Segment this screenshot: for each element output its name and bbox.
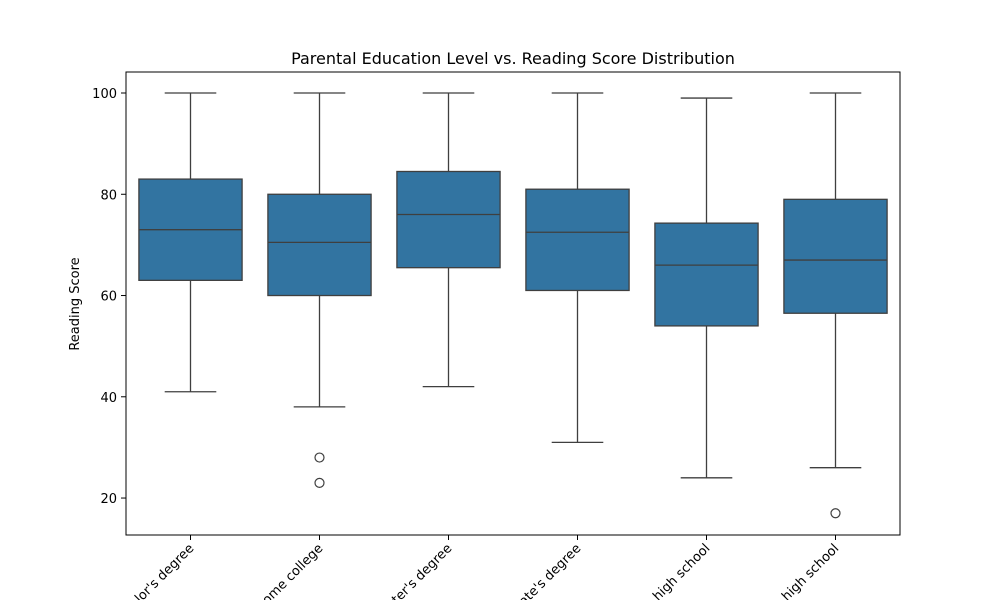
box xyxy=(396,170,501,269)
box xyxy=(525,188,630,292)
outlier xyxy=(830,508,841,519)
box xyxy=(654,222,759,327)
y-tick-label: 20 xyxy=(100,492,117,507)
y-axis-label: Reading Score xyxy=(68,257,83,350)
outlier xyxy=(314,452,325,463)
box xyxy=(267,193,372,297)
y-tick-label: 40 xyxy=(100,391,117,406)
chart-title: Parental Education Level vs. Reading Sco… xyxy=(291,49,735,68)
y-tick-label: 60 xyxy=(100,290,117,305)
y-tick-label: 100 xyxy=(92,87,117,102)
y-tick-label: 80 xyxy=(100,188,117,203)
plot-frame xyxy=(125,71,901,536)
outlier xyxy=(314,477,325,488)
box xyxy=(783,198,888,314)
